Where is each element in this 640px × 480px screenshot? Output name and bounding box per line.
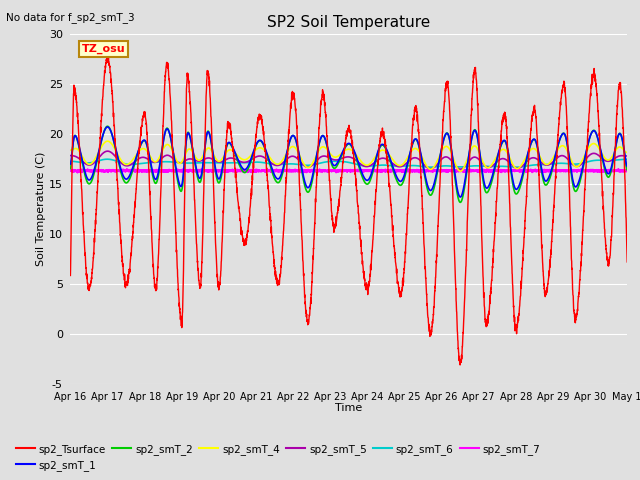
Y-axis label: Soil Temperature (C): Soil Temperature (C) [36, 152, 46, 266]
Text: TZ_osu: TZ_osu [81, 44, 125, 54]
X-axis label: Time: Time [335, 403, 362, 413]
Title: SP2 Soil Temperature: SP2 Soil Temperature [267, 15, 431, 30]
Text: No data for f_sp2_smT_3: No data for f_sp2_smT_3 [6, 12, 135, 23]
Legend: sp2_Tsurface, sp2_smT_1, sp2_smT_2, sp2_smT_4, sp2_smT_5, sp2_smT_6, sp2_smT_7: sp2_Tsurface, sp2_smT_1, sp2_smT_2, sp2_… [12, 439, 545, 475]
